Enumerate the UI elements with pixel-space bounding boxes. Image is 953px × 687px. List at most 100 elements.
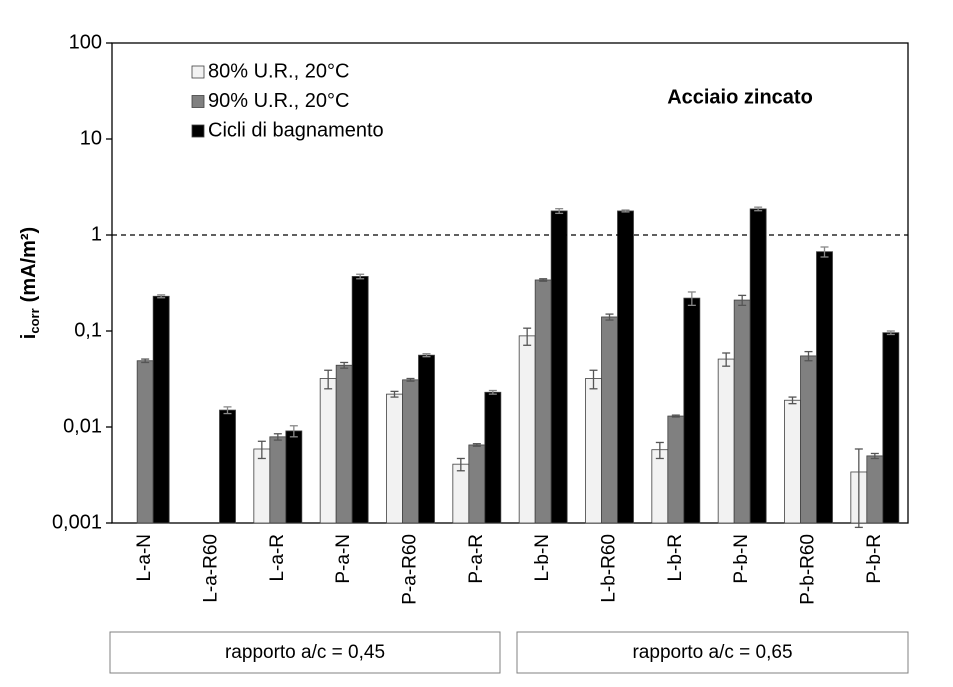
x-tick-label: P-a-R — [466, 534, 487, 584]
x-tick-label: L-a-R60 — [201, 534, 222, 603]
error-bar — [273, 433, 282, 441]
error-bar — [605, 313, 614, 321]
error-bar — [223, 406, 232, 415]
bar — [816, 251, 833, 524]
x-tick-label: P-b-R60 — [798, 534, 819, 605]
error-bar — [488, 389, 497, 395]
y-tick-label: 1 — [91, 223, 102, 245]
plot-frame — [111, 42, 909, 524]
bar — [269, 436, 287, 524]
error-bar — [754, 206, 763, 212]
x-tick-label: L-a-N — [134, 534, 155, 582]
bar — [550, 210, 568, 524]
bar — [717, 358, 735, 524]
x-tick-label: L-a-R — [267, 534, 288, 582]
x-tick-label: P-b-R — [864, 534, 885, 584]
bar — [402, 379, 419, 524]
error-bar — [422, 353, 431, 358]
legend-swatch — [191, 95, 205, 108]
error-bar — [539, 278, 548, 282]
x-tick-label: L-b-R60 — [599, 534, 620, 603]
x-tick-label: L-b-R — [665, 534, 686, 582]
y-tick-label: 0,1 — [74, 319, 102, 341]
x-tick-label: P-a-N — [333, 534, 354, 584]
bar — [136, 360, 154, 524]
y-label-unit: (mA/m²) — [18, 227, 40, 303]
bar — [749, 208, 767, 524]
bar — [601, 316, 618, 524]
error-bar — [390, 390, 399, 398]
error-bar — [722, 352, 731, 367]
bar — [468, 444, 486, 524]
error-bar — [738, 294, 747, 307]
legend-swatch — [191, 65, 205, 79]
x-tick-label: P-b-N — [731, 534, 752, 584]
error-bar — [289, 425, 298, 438]
bar — [418, 354, 435, 524]
error-bar — [472, 443, 481, 447]
bar — [784, 399, 801, 524]
bar — [484, 391, 502, 524]
bar — [386, 393, 403, 524]
error-bar — [324, 369, 333, 390]
bar — [285, 430, 303, 524]
bar — [518, 335, 536, 524]
error-bar — [406, 377, 415, 382]
error-bar — [788, 396, 797, 405]
annotation: Acciaio zincato — [667, 86, 813, 108]
legend-label: Cicli di bagnamento — [208, 119, 384, 141]
error-bar — [870, 452, 879, 460]
bar — [882, 332, 900, 524]
error-bar — [687, 291, 696, 307]
error-bar — [555, 208, 564, 215]
bar — [800, 355, 817, 524]
x-tick-label: P-a-R60 — [400, 534, 421, 605]
error-bar — [854, 448, 863, 529]
y-axis-label: icorr (mA/m²) — [18, 227, 42, 339]
error-bar — [141, 358, 150, 364]
error-bar — [456, 457, 465, 472]
error-bar — [257, 440, 266, 460]
bar — [733, 299, 751, 524]
bar — [534, 279, 552, 524]
y-label-main: i — [18, 334, 40, 340]
bar — [683, 297, 701, 524]
bar — [866, 455, 884, 524]
error-bar — [340, 361, 349, 369]
bar — [452, 463, 470, 524]
bar — [335, 364, 353, 524]
group-label: rapporto a/c = 0,65 — [632, 642, 792, 663]
bar — [667, 415, 685, 524]
legend-label: 90% U.R., 20°C — [208, 90, 349, 112]
error-bar — [523, 327, 532, 346]
y-label-sub: corr — [27, 308, 42, 333]
bar — [651, 449, 669, 524]
error-bar — [671, 414, 680, 418]
error-bar — [886, 330, 895, 336]
legend-label: 80% U.R., 20°C — [208, 60, 349, 82]
error-bar — [804, 350, 813, 362]
group-box — [109, 631, 501, 674]
y-tick-label: 0,001 — [52, 511, 102, 533]
bar — [219, 409, 236, 524]
bar — [351, 276, 369, 524]
error-bar — [621, 209, 630, 213]
group-box — [516, 631, 909, 674]
error-bar — [589, 369, 598, 390]
error-bar — [820, 246, 829, 258]
y-tick-label: 10 — [80, 127, 102, 149]
bar — [319, 378, 337, 524]
bar — [253, 448, 271, 524]
bar — [617, 210, 634, 524]
y-tick-label: 100 — [69, 31, 102, 53]
x-tick-label: L-b-N — [532, 534, 553, 582]
legend-swatch — [191, 124, 205, 138]
error-bar — [157, 294, 166, 299]
bar — [152, 295, 170, 524]
error-bar — [356, 273, 365, 280]
y-tick-label: 0,01 — [63, 415, 102, 437]
bar — [585, 378, 602, 524]
group-label: rapporto a/c = 0,45 — [225, 642, 385, 663]
error-bar — [655, 441, 664, 460]
